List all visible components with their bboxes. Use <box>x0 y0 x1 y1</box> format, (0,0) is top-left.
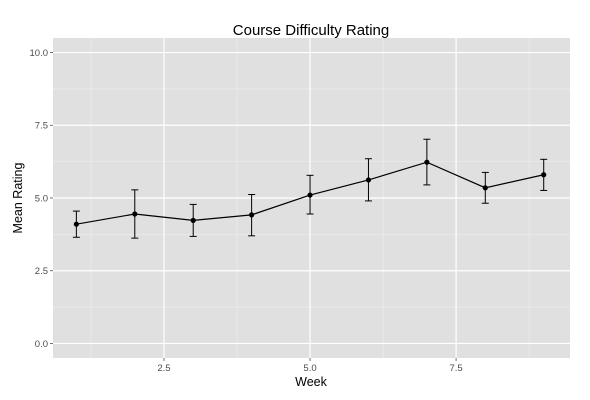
y-tick-label: 0.0 <box>35 339 48 350</box>
x-tick-label: 2.5 <box>157 363 170 374</box>
y-tick-label: 7.5 <box>35 121 48 132</box>
x-tick-label: 7.5 <box>449 363 462 374</box>
data-point <box>132 211 138 217</box>
y-axis-title: Mean Rating <box>11 163 25 234</box>
data-point <box>73 221 79 227</box>
x-axis: 2.5 5.0 7.5 <box>157 358 463 374</box>
data-point <box>190 217 196 223</box>
data-point <box>365 177 372 183</box>
data-point <box>249 212 255 218</box>
chart-title: Course Difficulty Rating <box>233 22 389 39</box>
data-point <box>307 192 313 198</box>
x-axis-title: Week <box>295 375 327 389</box>
data-point <box>541 172 547 178</box>
data-series <box>72 138 548 239</box>
x-tick-label: 5.0 <box>303 363 316 374</box>
y-axis: 0.0 2.5 5.0 7.5 10.0 <box>30 48 53 350</box>
data-point <box>424 159 430 165</box>
y-tick-label: 10.0 <box>30 48 49 59</box>
y-tick-label: 2.5 <box>35 266 48 277</box>
data-point <box>482 185 488 191</box>
y-tick-label: 5.0 <box>35 193 48 204</box>
data-points <box>73 159 547 227</box>
